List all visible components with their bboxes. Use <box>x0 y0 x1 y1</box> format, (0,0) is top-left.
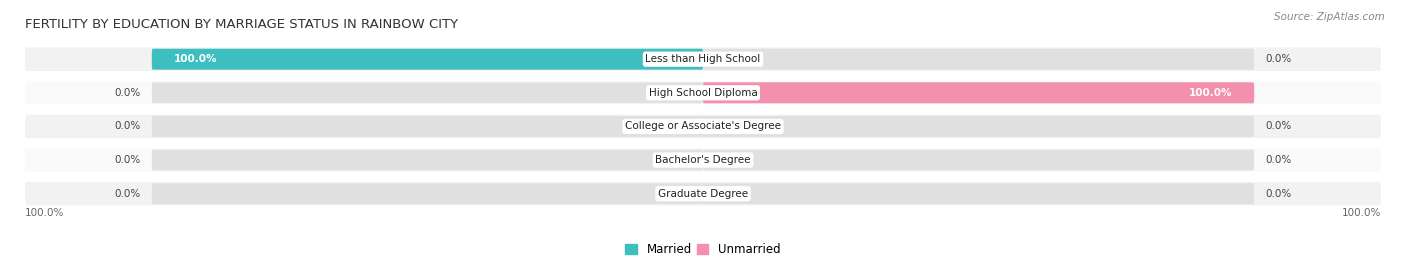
FancyBboxPatch shape <box>152 82 703 103</box>
FancyBboxPatch shape <box>703 183 1254 204</box>
FancyBboxPatch shape <box>152 183 703 204</box>
FancyBboxPatch shape <box>25 148 1381 172</box>
Text: 0.0%: 0.0% <box>114 88 141 98</box>
FancyBboxPatch shape <box>25 182 1381 206</box>
Text: 100.0%: 100.0% <box>1341 208 1381 218</box>
Text: 100.0%: 100.0% <box>1188 88 1232 98</box>
Text: High School Diploma: High School Diploma <box>648 88 758 98</box>
Text: 100.0%: 100.0% <box>25 208 65 218</box>
FancyBboxPatch shape <box>703 82 1254 103</box>
Text: FERTILITY BY EDUCATION BY MARRIAGE STATUS IN RAINBOW CITY: FERTILITY BY EDUCATION BY MARRIAGE STATU… <box>25 17 458 31</box>
Text: 0.0%: 0.0% <box>114 121 141 132</box>
Legend: Married, Unmarried: Married, Unmarried <box>626 243 780 256</box>
FancyBboxPatch shape <box>152 49 703 70</box>
FancyBboxPatch shape <box>25 81 1381 105</box>
FancyBboxPatch shape <box>25 115 1381 138</box>
Text: Source: ZipAtlas.com: Source: ZipAtlas.com <box>1274 12 1385 22</box>
Text: Graduate Degree: Graduate Degree <box>658 189 748 199</box>
Text: College or Associate's Degree: College or Associate's Degree <box>626 121 780 132</box>
Text: 0.0%: 0.0% <box>1265 155 1292 165</box>
FancyBboxPatch shape <box>703 49 1254 70</box>
Text: 0.0%: 0.0% <box>1265 189 1292 199</box>
FancyBboxPatch shape <box>703 82 1254 103</box>
Text: 0.0%: 0.0% <box>1265 54 1292 64</box>
Text: 0.0%: 0.0% <box>114 189 141 199</box>
FancyBboxPatch shape <box>25 47 1381 71</box>
FancyBboxPatch shape <box>703 150 1254 171</box>
FancyBboxPatch shape <box>703 116 1254 137</box>
FancyBboxPatch shape <box>152 150 703 171</box>
Text: Less than High School: Less than High School <box>645 54 761 64</box>
Text: 0.0%: 0.0% <box>114 155 141 165</box>
Text: 100.0%: 100.0% <box>174 54 218 64</box>
Text: 0.0%: 0.0% <box>1265 121 1292 132</box>
FancyBboxPatch shape <box>152 49 703 70</box>
Text: Bachelor's Degree: Bachelor's Degree <box>655 155 751 165</box>
FancyBboxPatch shape <box>152 116 703 137</box>
